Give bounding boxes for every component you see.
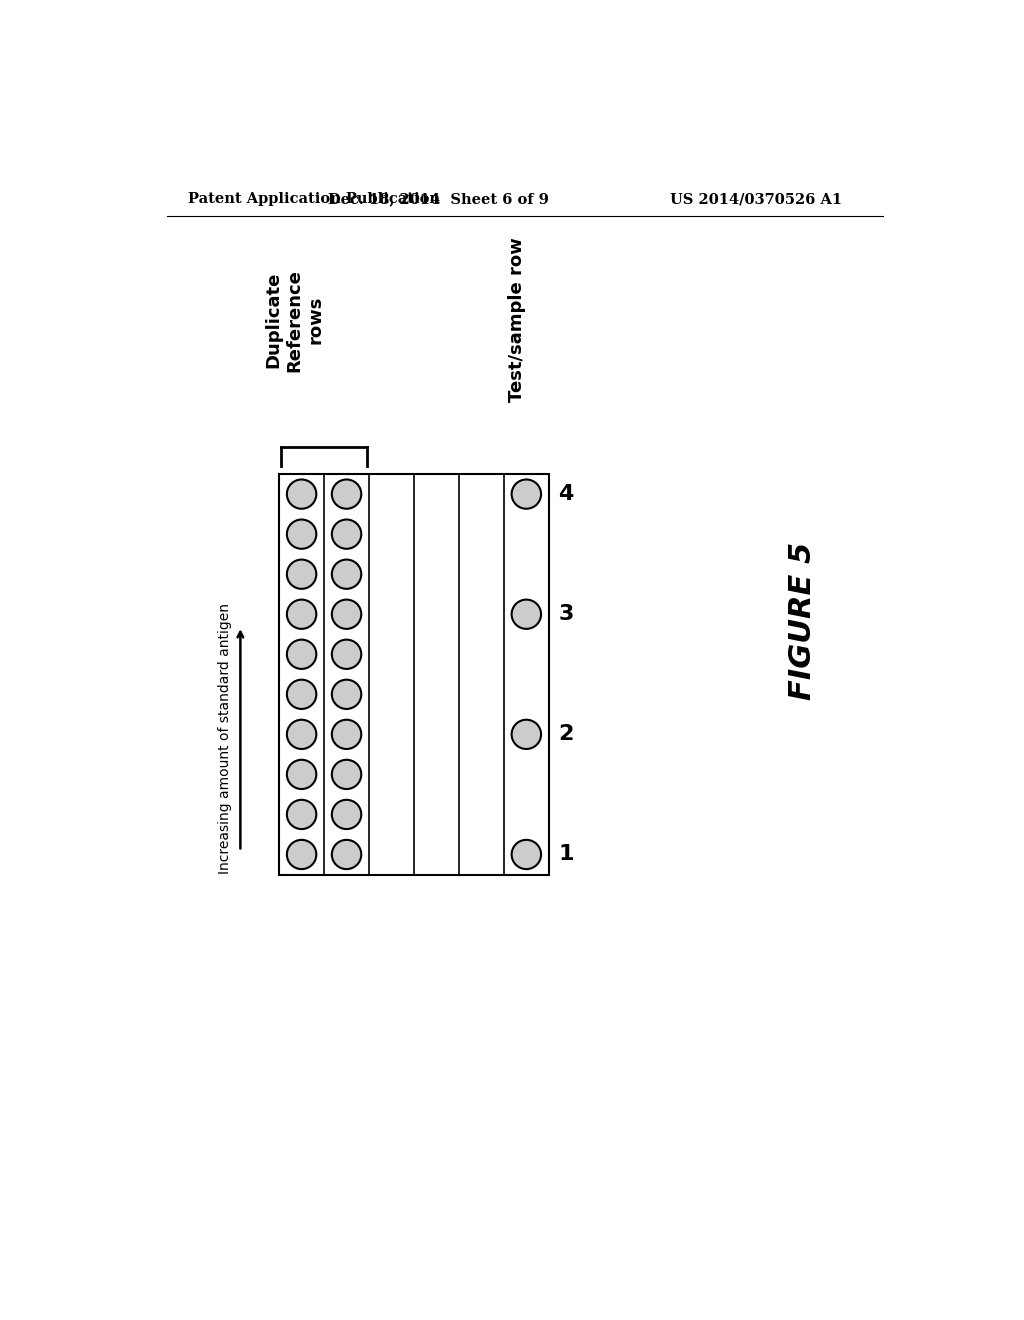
Circle shape: [332, 680, 361, 709]
Circle shape: [332, 800, 361, 829]
Circle shape: [512, 840, 541, 869]
Circle shape: [287, 599, 316, 628]
Circle shape: [332, 640, 361, 669]
Text: Increasing amount of standard antigen: Increasing amount of standard antigen: [218, 603, 231, 874]
Circle shape: [332, 520, 361, 549]
Circle shape: [287, 520, 316, 549]
Text: Duplicate
Reference
rows: Duplicate Reference rows: [264, 269, 324, 371]
Circle shape: [287, 840, 316, 869]
Circle shape: [332, 760, 361, 789]
Circle shape: [287, 760, 316, 789]
Text: 4: 4: [558, 484, 573, 504]
Text: FIGURE 5: FIGURE 5: [787, 541, 817, 700]
Text: Test/sample row: Test/sample row: [508, 238, 526, 403]
Text: 3: 3: [558, 605, 573, 624]
Circle shape: [332, 560, 361, 589]
Text: 2: 2: [558, 725, 573, 744]
Circle shape: [512, 599, 541, 628]
Circle shape: [332, 719, 361, 748]
Circle shape: [332, 840, 361, 869]
Bar: [280, 474, 549, 875]
Circle shape: [287, 800, 316, 829]
Text: Patent Application Publication: Patent Application Publication: [188, 193, 440, 206]
Circle shape: [332, 599, 361, 628]
Circle shape: [287, 479, 316, 508]
Text: Dec. 18, 2014  Sheet 6 of 9: Dec. 18, 2014 Sheet 6 of 9: [328, 193, 549, 206]
Circle shape: [512, 479, 541, 508]
Text: 1: 1: [558, 845, 573, 865]
Circle shape: [287, 640, 316, 669]
Circle shape: [287, 719, 316, 748]
Text: US 2014/0370526 A1: US 2014/0370526 A1: [671, 193, 843, 206]
Circle shape: [332, 479, 361, 508]
Circle shape: [512, 719, 541, 748]
Circle shape: [287, 680, 316, 709]
Circle shape: [287, 560, 316, 589]
